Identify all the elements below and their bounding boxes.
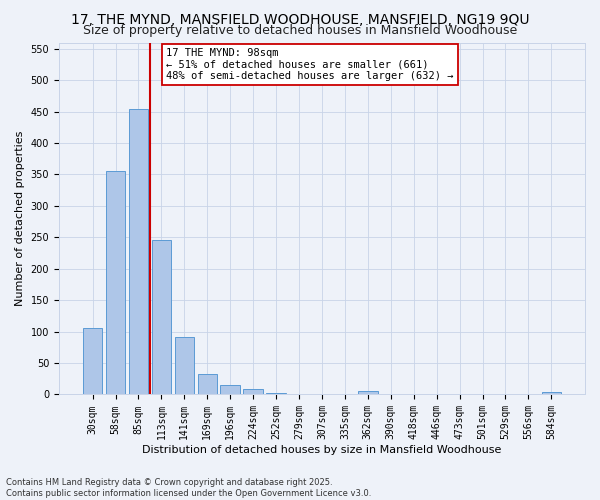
Bar xyxy=(152,240,171,394)
Bar xyxy=(197,374,217,394)
Bar xyxy=(106,170,125,394)
X-axis label: Distribution of detached houses by size in Mansfield Woodhouse: Distribution of detached houses by size … xyxy=(142,445,502,455)
Text: 17 THE MYND: 98sqm
← 51% of detached houses are smaller (661)
48% of semi-detach: 17 THE MYND: 98sqm ← 51% of detached hou… xyxy=(166,48,454,81)
Bar xyxy=(358,392,377,394)
Text: Size of property relative to detached houses in Mansfield Woodhouse: Size of property relative to detached ho… xyxy=(83,24,517,37)
Bar xyxy=(220,385,240,394)
Bar xyxy=(128,109,148,395)
Text: 17, THE MYND, MANSFIELD WOODHOUSE, MANSFIELD, NG19 9QU: 17, THE MYND, MANSFIELD WOODHOUSE, MANSF… xyxy=(71,12,529,26)
Bar xyxy=(83,328,103,394)
Bar xyxy=(266,392,286,394)
Text: Contains HM Land Registry data © Crown copyright and database right 2025.
Contai: Contains HM Land Registry data © Crown c… xyxy=(6,478,371,498)
Y-axis label: Number of detached properties: Number of detached properties xyxy=(15,131,25,306)
Bar xyxy=(175,338,194,394)
Bar xyxy=(244,389,263,394)
Bar xyxy=(542,392,561,394)
